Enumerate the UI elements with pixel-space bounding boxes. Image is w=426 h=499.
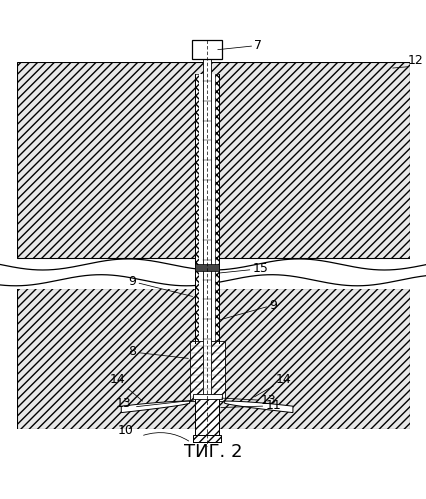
Bar bbox=[203, 59, 210, 431]
Bar bbox=[214, 74, 219, 343]
Text: 14: 14 bbox=[109, 373, 142, 401]
Bar bbox=[193, 435, 221, 442]
Polygon shape bbox=[224, 401, 292, 413]
Bar bbox=[194, 264, 219, 271]
Text: 10: 10 bbox=[118, 424, 134, 437]
Text: 13: 13 bbox=[221, 394, 276, 407]
Bar bbox=[0, 260, 426, 289]
Text: 9: 9 bbox=[219, 298, 276, 320]
Bar bbox=[409, 61, 426, 429]
Text: 15: 15 bbox=[219, 262, 268, 275]
Text: 12: 12 bbox=[407, 54, 423, 67]
Bar bbox=[0, 429, 426, 463]
Bar bbox=[17, 61, 409, 258]
Bar bbox=[194, 397, 219, 440]
Polygon shape bbox=[121, 401, 189, 413]
Bar bbox=[192, 394, 221, 399]
Text: 9: 9 bbox=[128, 275, 192, 296]
Text: 8: 8 bbox=[128, 345, 188, 358]
Bar bbox=[17, 288, 409, 429]
Bar bbox=[199, 74, 214, 343]
Text: 7: 7 bbox=[217, 39, 262, 52]
Bar bbox=[0, 36, 426, 61]
Bar bbox=[192, 40, 222, 59]
Bar bbox=[0, 61, 17, 429]
Text: 11: 11 bbox=[220, 399, 280, 412]
Bar bbox=[189, 341, 224, 401]
Text: 13: 13 bbox=[116, 398, 131, 411]
Text: ΤИГ. 2: ΤИГ. 2 bbox=[184, 443, 242, 461]
Bar bbox=[194, 74, 199, 343]
Text: 14: 14 bbox=[254, 373, 291, 397]
